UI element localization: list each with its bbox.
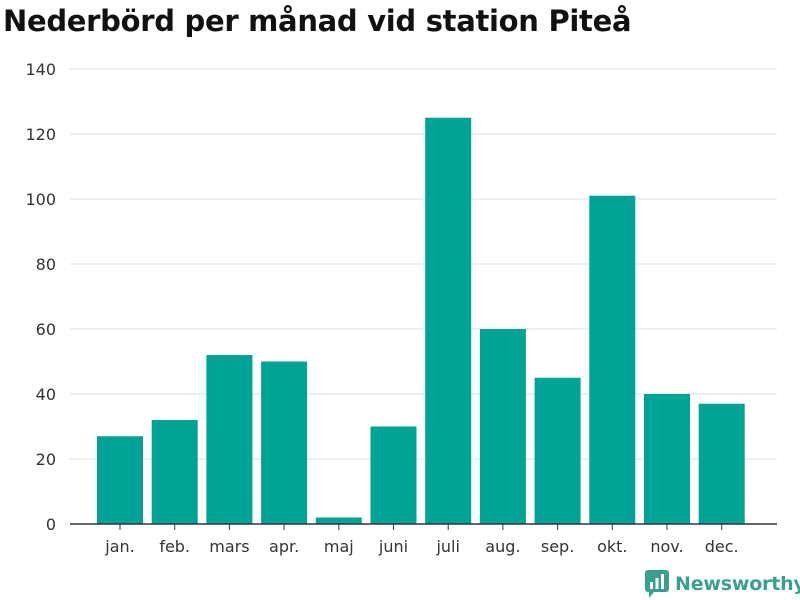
- x-tick-label: juli: [435, 537, 459, 556]
- y-tick-label: 20: [36, 450, 56, 469]
- axes: [70, 523, 777, 530]
- bar: [644, 394, 690, 524]
- x-tick-label: jan.: [104, 537, 134, 556]
- y-tick-label: 120: [25, 125, 56, 144]
- bar: [206, 355, 253, 524]
- x-tick-label: nov.: [650, 537, 683, 556]
- newsworthy-logo-icon: [645, 570, 669, 598]
- tick-labels: 0 20 40 60 80 100 120 140 jan. feb. mars apr. maj jun…: [25, 60, 738, 556]
- y-tick-label: 140: [25, 60, 56, 79]
- x-tick-label: feb.: [159, 537, 190, 556]
- y-tick-label: 0: [46, 515, 56, 534]
- x-tick-label: mars: [209, 537, 249, 556]
- bar: [698, 403, 745, 524]
- bar: [315, 517, 362, 524]
- x-tick-label: maj: [324, 537, 354, 556]
- bars: [97, 117, 745, 524]
- y-tick-label: 80: [36, 255, 56, 274]
- bar: [370, 426, 417, 524]
- y-tick-label: 60: [36, 320, 56, 339]
- bar: [589, 195, 636, 524]
- chart-title: Nederbörd per månad vid station Piteå: [3, 4, 632, 38]
- bar: [425, 117, 472, 524]
- x-tick-label: okt.: [597, 537, 627, 556]
- y-tick-label: 40: [36, 385, 56, 404]
- bar: [534, 377, 581, 524]
- y-tick-label: 100: [25, 190, 56, 209]
- bar: [97, 436, 143, 524]
- x-tick-label: sep.: [541, 537, 574, 556]
- x-tick-label: dec.: [705, 537, 739, 556]
- bar: [261, 361, 308, 524]
- bar: [479, 329, 526, 524]
- bar: [151, 420, 198, 524]
- x-tick-label: juni: [378, 537, 408, 556]
- x-tick-label: aug.: [485, 537, 520, 556]
- newsworthy-logo-text: Newsworthy: [675, 573, 800, 595]
- newsworthy-logo[interactable]: Newsworthy: [645, 570, 800, 598]
- x-tick-label: apr.: [269, 537, 299, 556]
